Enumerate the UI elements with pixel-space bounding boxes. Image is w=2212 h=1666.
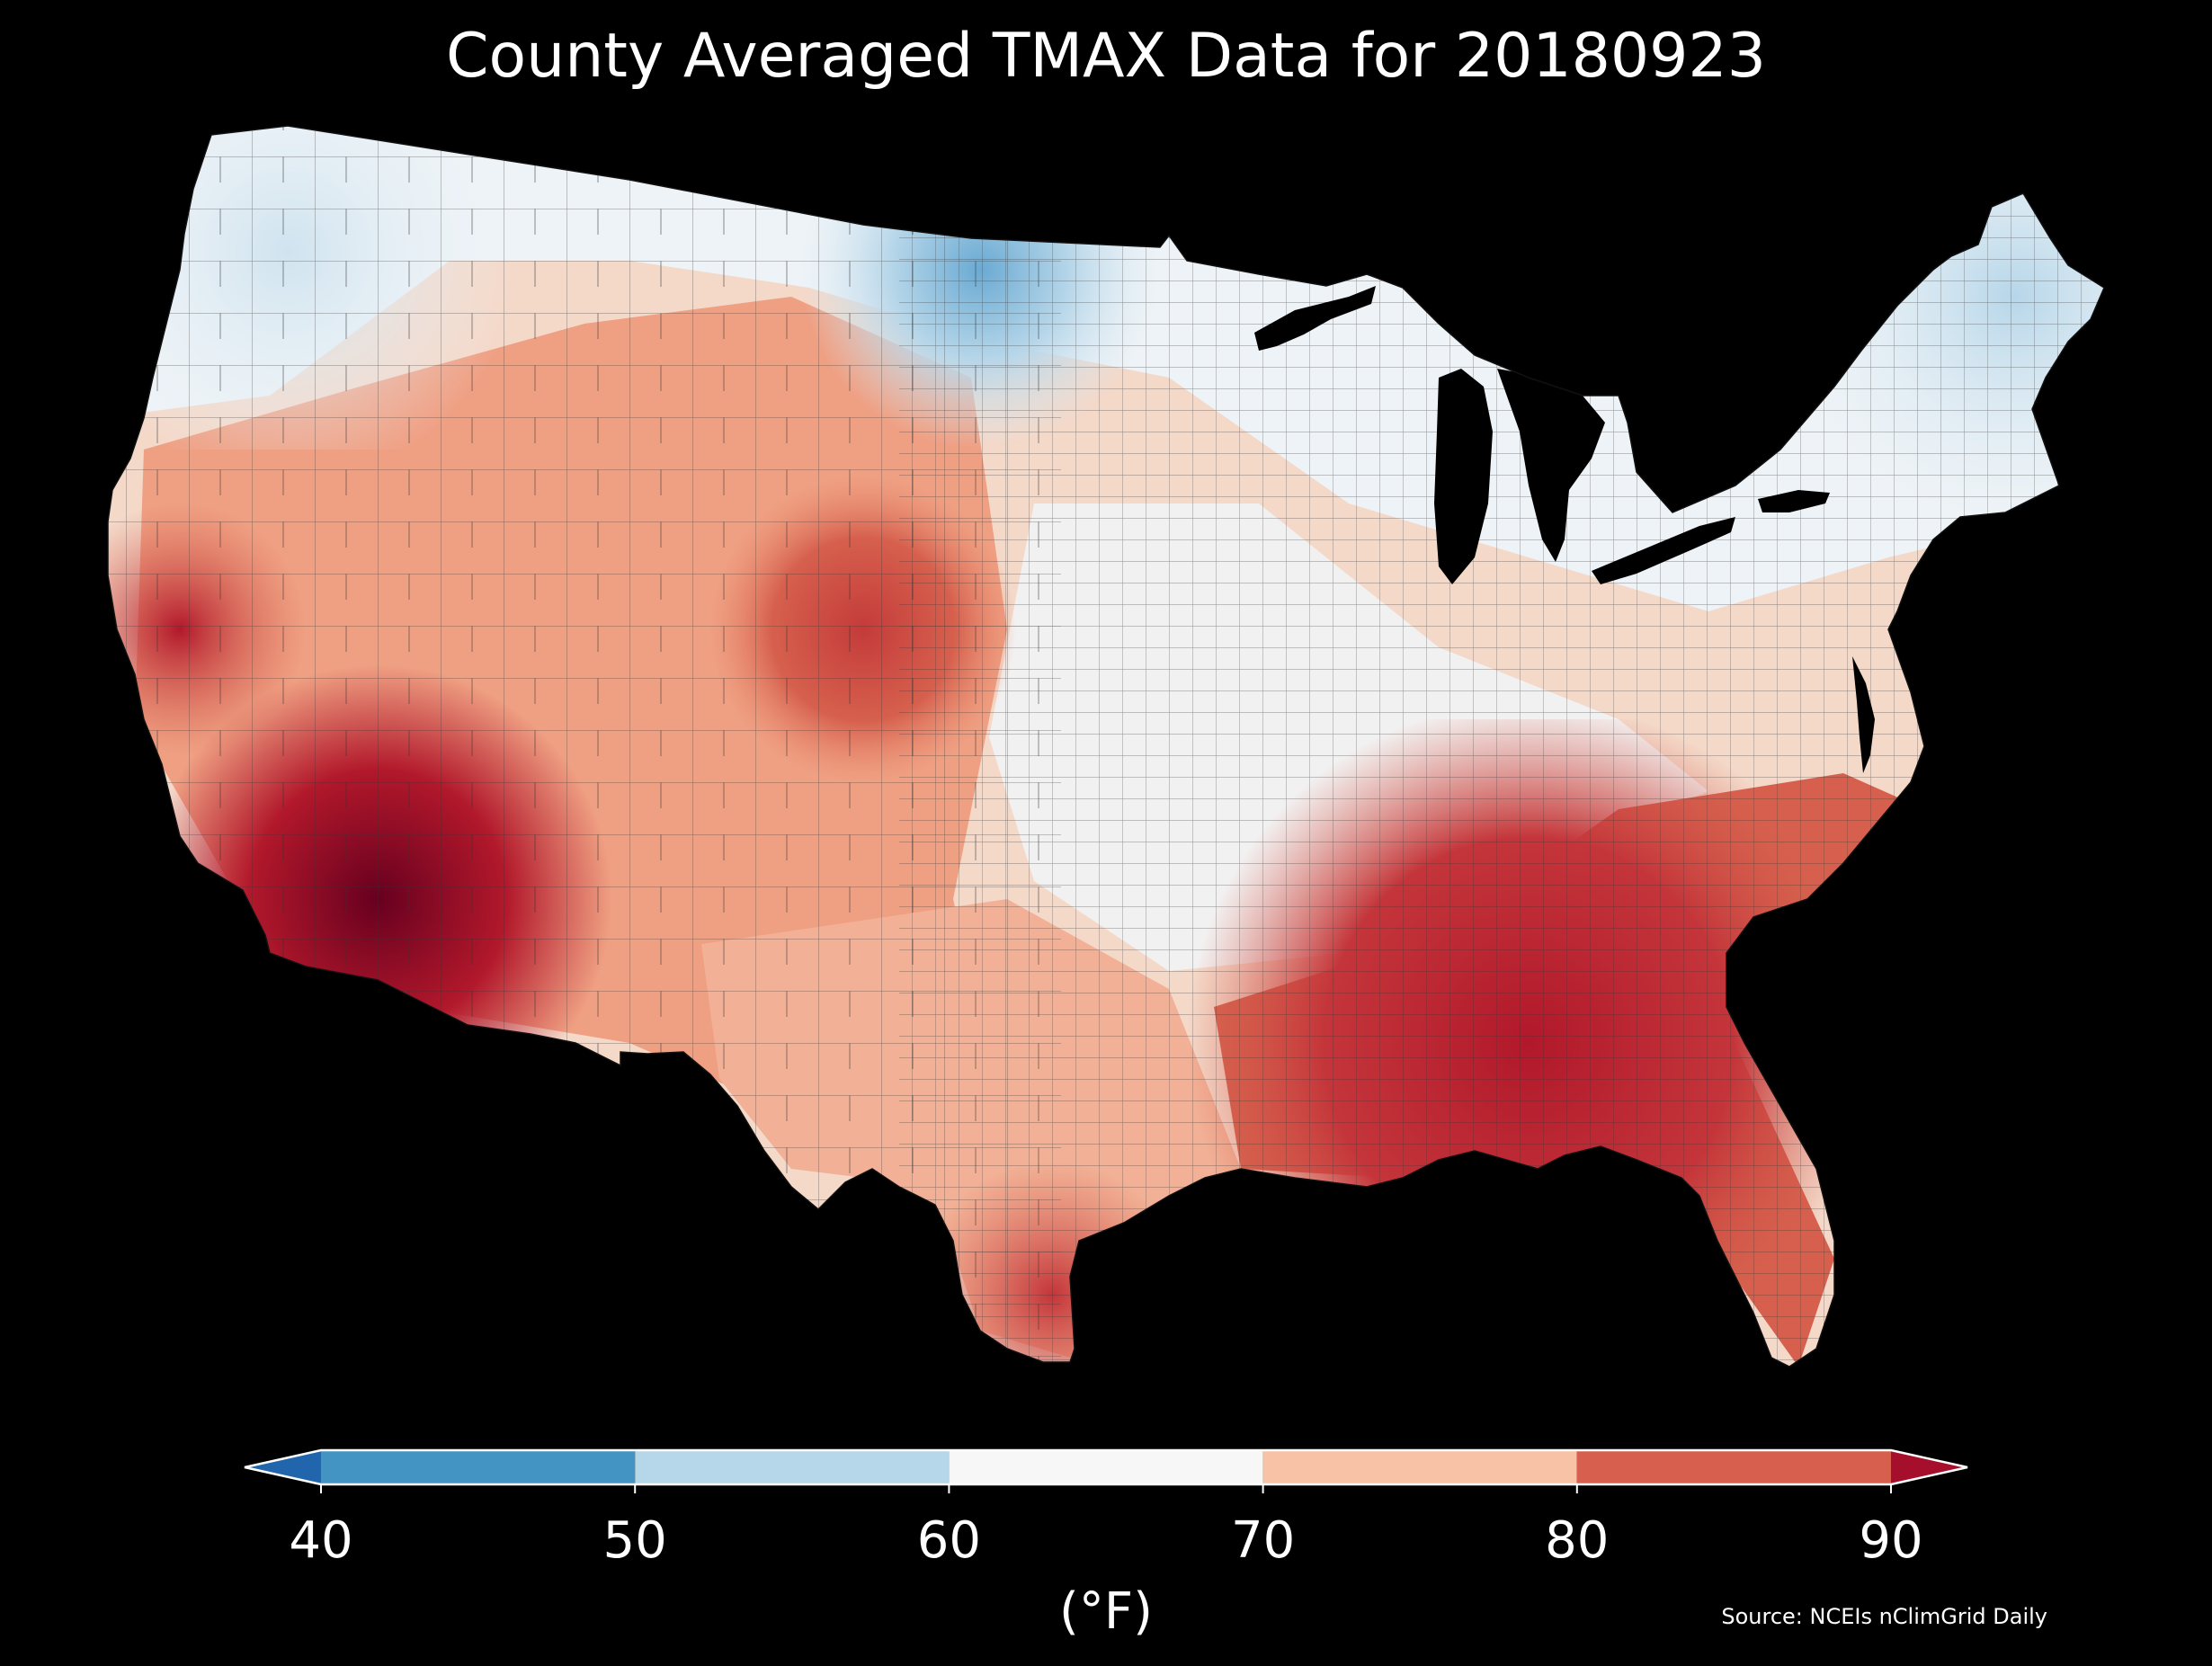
map-title: County Averaged TMAX Data for 20180923 [446, 21, 1766, 92]
colorbar-bin-80-90 [1576, 1450, 1891, 1484]
great-lakes [1254, 286, 1875, 773]
lake-huron [1497, 369, 1605, 562]
colorbar-bin-40-50 [321, 1450, 636, 1484]
colorbar-bins [321, 1450, 1891, 1484]
colorbar-bin-60-70 [949, 1450, 1263, 1484]
colorbar-tick-label: 80 [1545, 1511, 1610, 1570]
source-credit: Source: NCEIs nClimGrid Daily [1721, 1604, 2047, 1629]
colorbar-over-arrow [1891, 1450, 1967, 1484]
colorbar-under-arrow [245, 1450, 321, 1484]
lake-michigan [1434, 369, 1493, 584]
colorbar-tick-label: 50 [602, 1511, 667, 1570]
colorbar-ticks [320, 1484, 1892, 1493]
colorbar-tick-label: 40 [289, 1511, 353, 1570]
colorbar-bin-70-80 [1262, 1450, 1577, 1484]
colorbar-tick-label: 60 [916, 1511, 982, 1570]
lake-ontario [1758, 490, 1830, 512]
lake-erie [1592, 517, 1735, 584]
county-borders-plains [899, 126, 1061, 1367]
lake-superior [1254, 286, 1376, 351]
colorbar-tick-label: 70 [1230, 1511, 1296, 1570]
chesapeake-bay [1852, 656, 1875, 773]
colorbar-bin-50-60 [635, 1450, 950, 1484]
colorbar-unit-label: (°F) [1059, 1582, 1153, 1641]
colorbar-tick-label: 90 [1859, 1511, 1923, 1570]
